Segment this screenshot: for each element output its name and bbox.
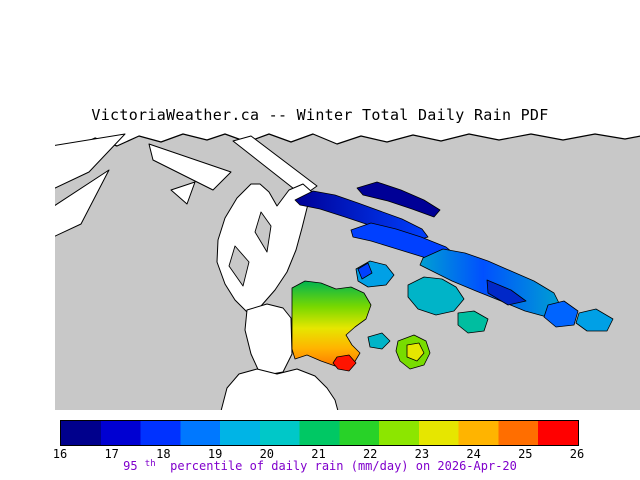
region-teal-islet <box>457 310 489 334</box>
colorbar-tick: 20 <box>259 447 275 461</box>
water-bay-bottom <box>220 368 339 410</box>
water-channel-upper-left <box>148 143 232 191</box>
region-peninsula <box>291 280 372 368</box>
colorbar-segment <box>498 421 539 445</box>
colorbar-segment <box>259 421 300 445</box>
region-hotspot-red <box>332 354 357 372</box>
water-channel-top-center <box>232 135 318 197</box>
colorbar-tick: 23 <box>414 447 430 461</box>
caption-text: 95 th percentile of daily rain (mm/day) … <box>123 457 517 473</box>
colorbar-tick: 16 <box>52 447 68 461</box>
region-north-island-thin <box>356 181 441 218</box>
water-cove-left <box>170 181 196 205</box>
water-channel-mid <box>244 303 293 377</box>
colorbar-tick: 24 <box>466 447 481 461</box>
land-finger-in-inlet <box>254 211 272 253</box>
colorbar-segment <box>339 421 380 445</box>
colorbar-segment <box>100 421 141 445</box>
caption-superscript: th <box>145 459 156 469</box>
land-mass <box>55 133 640 410</box>
colorbar-segment <box>140 421 181 445</box>
water-strait-northwest-upper <box>55 133 126 189</box>
colorbar-segment <box>61 421 101 445</box>
colorbar-tick: 17 <box>104 447 119 461</box>
region-east-islet <box>543 300 579 328</box>
region-central-islet-a-dark <box>357 262 373 280</box>
colorbar-segment <box>220 421 260 445</box>
colorbar-tick: 26 <box>569 447 585 461</box>
colorbar-tick: 25 <box>518 447 533 461</box>
colorbar-tick: 21 <box>311 447 326 461</box>
colorbar-segment <box>379 421 419 445</box>
region-large-east-island-dark <box>486 279 527 306</box>
colorbar-segment <box>418 421 459 445</box>
colorbar-caption: 95 th percentile of daily rain (mm/day) … <box>123 457 517 473</box>
colorbar-segment <box>299 421 340 445</box>
colorbar-tick: 22 <box>362 447 378 461</box>
colorbar-segment <box>538 421 578 445</box>
page-title: VictoriaWeather.ca -- Winter Total Daily… <box>91 106 549 124</box>
colorbar-tick: 18 <box>156 447 171 461</box>
land-finger-in-inlet <box>228 245 250 287</box>
region-east-islet-tail <box>575 308 614 332</box>
region-southeast-islet-core <box>406 342 425 362</box>
caption-rest: percentile of daily rain (mm/day) on 202… <box>163 459 517 473</box>
region-small-cyan-islet <box>367 332 391 350</box>
water-strait-northwest-lower <box>55 169 110 237</box>
colorbar-ticks: 16 17 18 19 20 21 22 23 24 25 26 <box>53 447 584 462</box>
caption-base: 95 <box>123 459 137 473</box>
region-central-islet-b <box>407 276 465 316</box>
colorbar <box>60 420 579 446</box>
colorbar-segment <box>458 421 499 445</box>
colorbar-tick: 19 <box>207 447 223 461</box>
weather-map <box>55 133 640 410</box>
colorbar-segment <box>180 421 221 445</box>
